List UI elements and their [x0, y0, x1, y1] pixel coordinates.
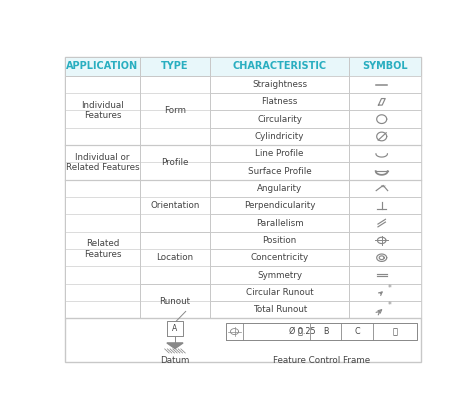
Text: Related
Features: Related Features [84, 239, 121, 259]
Bar [140, 145, 210, 180]
Bar [349, 214, 421, 232]
Text: Line Profile: Line Profile [255, 149, 304, 158]
Bar [349, 197, 421, 214]
Text: Ⓜ: Ⓜ [393, 327, 398, 336]
Text: *: * [387, 283, 392, 292]
Bar [210, 232, 349, 249]
Bar [65, 145, 140, 180]
Text: Concentricity: Concentricity [251, 253, 309, 262]
Bar [65, 318, 421, 362]
Text: Flatness: Flatness [262, 97, 298, 106]
Bar [349, 93, 421, 110]
Bar [349, 76, 421, 93]
Text: Position: Position [263, 236, 297, 245]
Text: Profile: Profile [161, 158, 189, 167]
Bar [210, 214, 349, 232]
Bar [140, 284, 210, 318]
Text: Parallelism: Parallelism [256, 218, 303, 227]
Bar [349, 232, 421, 249]
Bar [65, 180, 140, 318]
Text: C: C [355, 327, 360, 336]
Bar [349, 266, 421, 284]
Polygon shape [167, 343, 183, 348]
Bar [349, 162, 421, 180]
Bar [140, 180, 210, 232]
Text: *: * [388, 301, 392, 310]
Bar [140, 57, 210, 76]
Text: Surface Profile: Surface Profile [248, 166, 311, 175]
Bar [65, 57, 140, 76]
Text: Straightness: Straightness [252, 80, 307, 89]
Bar [349, 249, 421, 266]
Text: Orientation: Orientation [150, 201, 200, 210]
Bar [210, 76, 349, 93]
Bar [349, 145, 421, 162]
Bar [349, 180, 421, 197]
Bar [210, 301, 349, 318]
Bar [140, 232, 210, 284]
Bar [210, 284, 349, 301]
Bar [210, 57, 349, 76]
Bar [140, 76, 210, 145]
Bar [349, 57, 421, 76]
Bar [210, 180, 349, 197]
Text: A: A [173, 324, 178, 333]
Text: Location: Location [156, 253, 193, 262]
Text: Ø 0.25: Ø 0.25 [289, 327, 315, 336]
Bar [210, 110, 349, 128]
Text: Perpendicularity: Perpendicularity [244, 201, 315, 210]
Text: Feature Control Frame: Feature Control Frame [273, 356, 371, 365]
Text: TYPE: TYPE [161, 61, 189, 72]
Text: Datum: Datum [160, 356, 190, 365]
Text: B: B [323, 327, 328, 336]
Text: SYMBOL: SYMBOL [363, 61, 408, 72]
Bar [65, 76, 140, 145]
Text: Form: Form [164, 106, 186, 115]
Text: Ⓜ: Ⓜ [298, 327, 303, 336]
Bar [210, 197, 349, 214]
Text: Individual
Features: Individual Features [81, 101, 124, 120]
Bar [210, 145, 349, 162]
Bar [210, 93, 349, 110]
Text: Individual or
Related Features: Individual or Related Features [65, 153, 139, 172]
Text: Runout: Runout [159, 297, 191, 306]
Text: Total Runout: Total Runout [253, 305, 307, 314]
Text: Circularity: Circularity [257, 115, 302, 124]
Bar [65, 57, 421, 318]
Bar [210, 249, 349, 266]
Text: Cylindricity: Cylindricity [255, 132, 304, 141]
Bar [349, 301, 421, 318]
Bar [349, 284, 421, 301]
Text: Angularity: Angularity [257, 184, 302, 193]
Bar [349, 110, 421, 128]
Text: Circular Runout: Circular Runout [246, 288, 313, 297]
Bar [349, 128, 421, 145]
Bar [210, 128, 349, 145]
Bar [210, 266, 349, 284]
Text: APPLICATION: APPLICATION [66, 61, 138, 72]
Bar [210, 162, 349, 180]
Text: Symmetry: Symmetry [257, 270, 302, 279]
Text: CHARACTERISTIC: CHARACTERISTIC [233, 61, 327, 72]
